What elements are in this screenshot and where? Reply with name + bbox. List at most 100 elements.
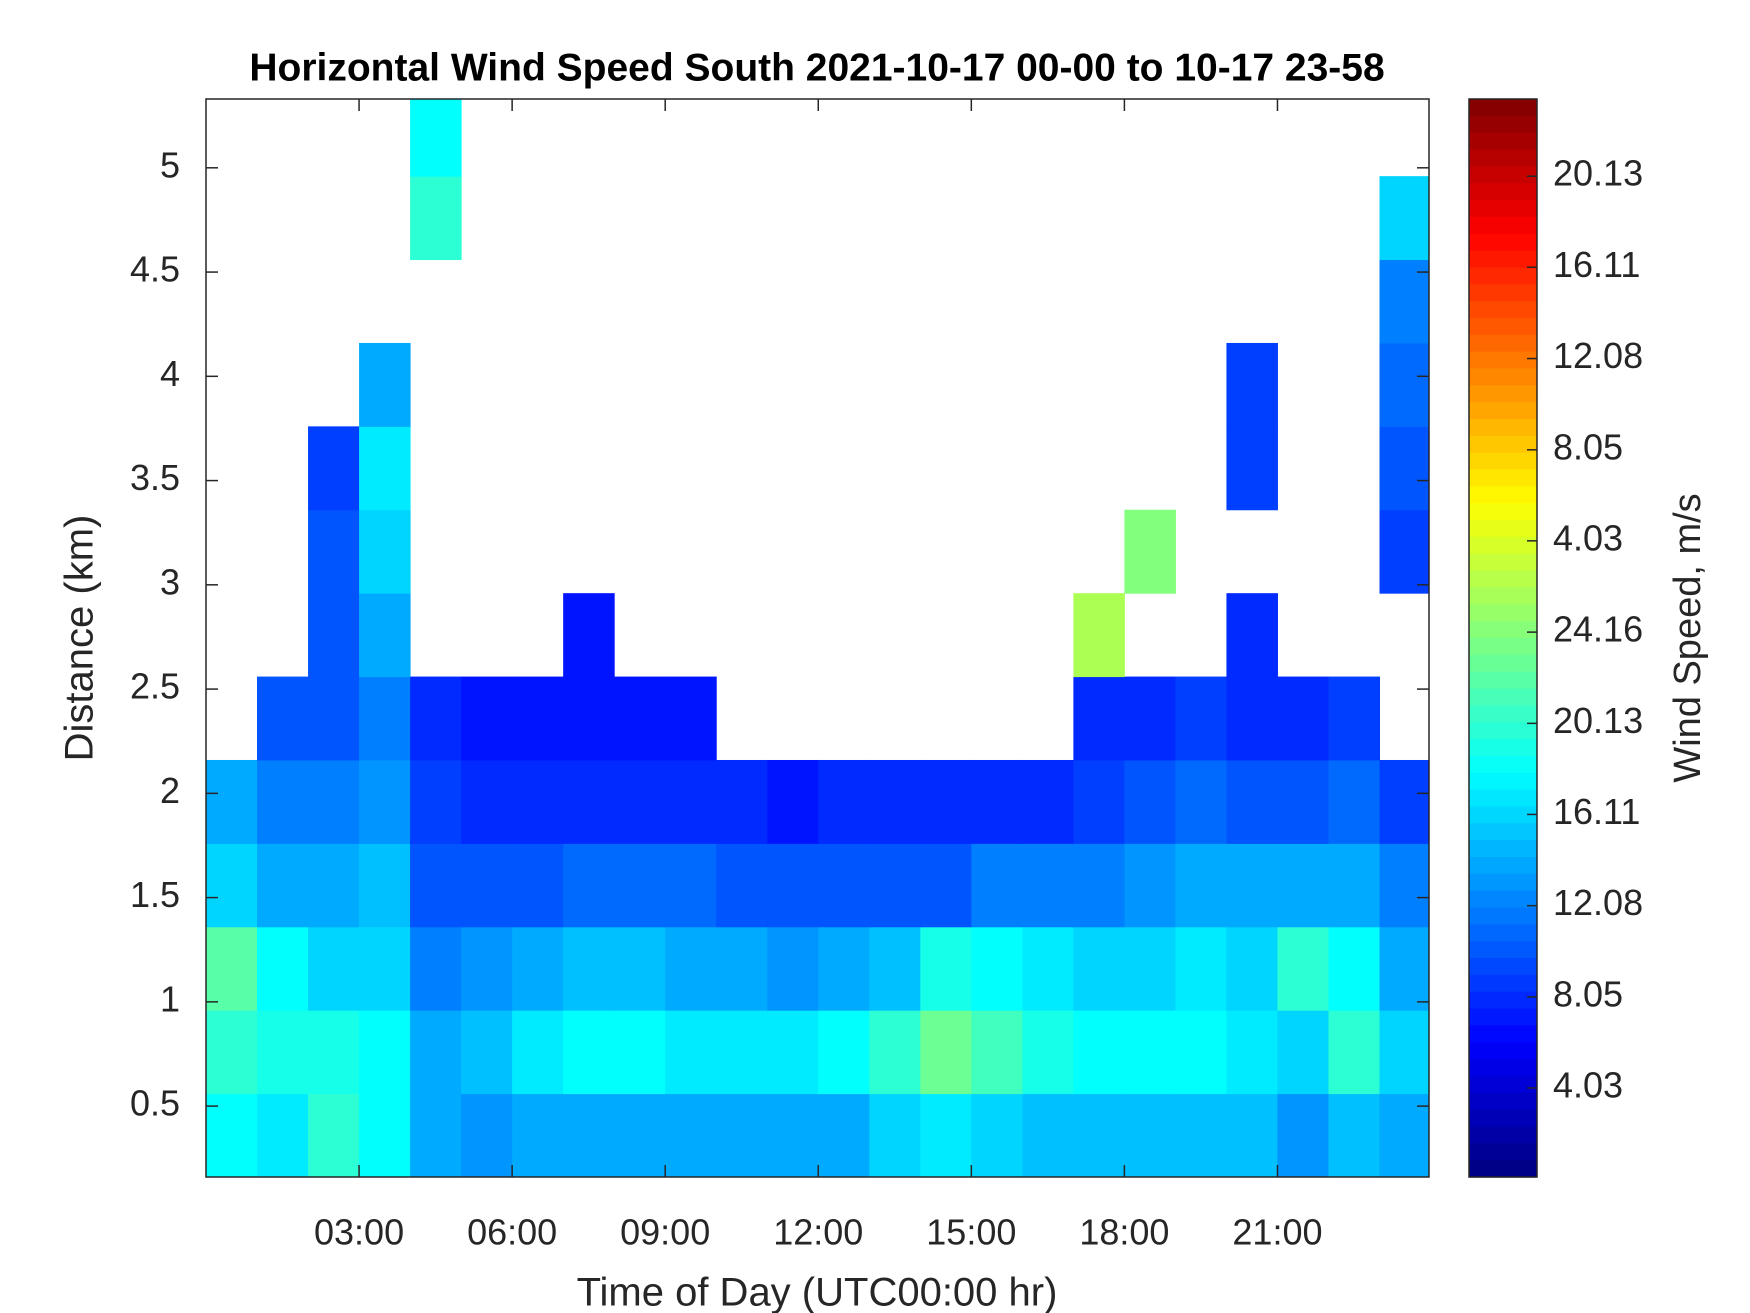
heat-cell xyxy=(869,759,921,844)
colorbar-segment xyxy=(1469,1008,1537,1027)
colorbar-segment xyxy=(1469,806,1537,824)
colorbar-frame xyxy=(1468,98,1538,1178)
heat-cell xyxy=(1379,759,1429,844)
heat-cell xyxy=(512,1093,564,1177)
heat-cell xyxy=(818,843,870,928)
heat-cell xyxy=(410,926,462,1011)
heat-cell xyxy=(308,1093,360,1177)
heat-cell xyxy=(257,1093,309,1177)
heat-cell xyxy=(1124,843,1176,928)
plot-frame xyxy=(205,98,1430,1178)
heat-cell xyxy=(1226,676,1278,761)
heat-cell xyxy=(359,509,411,594)
colorbar-segment xyxy=(1469,536,1537,555)
heat-cell xyxy=(1226,843,1278,928)
colorbar-segment xyxy=(1469,890,1537,909)
colorbar-segment xyxy=(1469,1160,1537,1178)
heat-cell xyxy=(410,676,462,761)
heat-cell xyxy=(920,1093,972,1177)
heat-cell xyxy=(206,759,258,844)
y-tick-label: 3.5 xyxy=(130,457,180,498)
heat-cell xyxy=(1226,759,1278,844)
heat-cell xyxy=(1379,843,1429,928)
heat-cell xyxy=(308,759,360,844)
heat-cell xyxy=(767,1093,819,1177)
colorbar-segment xyxy=(1469,402,1537,420)
colorbar-segment xyxy=(1469,351,1537,370)
y-tick-label: 3 xyxy=(160,561,180,602)
heat-cell xyxy=(818,926,870,1011)
heat-cell xyxy=(1328,926,1381,1011)
colorbar-tick-label: 24.16 xyxy=(1553,609,1643,650)
heat-cell xyxy=(665,759,717,844)
heat-cell xyxy=(1073,1010,1125,1095)
colorbar-segment xyxy=(1469,772,1537,791)
colorbar-segment xyxy=(1469,688,1537,706)
heat-cell xyxy=(461,843,513,928)
heat-cell xyxy=(410,99,462,177)
heat-cell xyxy=(1379,1010,1429,1095)
colorbar-label: Wind Speed, m/s xyxy=(1667,493,1709,782)
heat-cell xyxy=(512,759,564,844)
heat-cell xyxy=(1124,926,1176,1011)
colorbar-segment xyxy=(1469,115,1537,134)
heat-cell xyxy=(767,759,819,844)
heat-cell xyxy=(257,1010,309,1095)
heat-cell xyxy=(461,1010,513,1095)
heat-cell xyxy=(563,759,615,844)
colorbar-segment xyxy=(1469,907,1537,925)
heat-cell xyxy=(971,843,1023,928)
y-tick-label: 2.5 xyxy=(130,666,180,707)
heat-cell xyxy=(512,676,564,761)
heat-cell xyxy=(359,843,411,928)
heat-cell xyxy=(1175,759,1227,844)
heat-cell xyxy=(359,1010,411,1095)
heat-cell xyxy=(920,1010,972,1095)
heat-cell xyxy=(1073,1093,1125,1177)
heat-cell xyxy=(614,843,666,928)
heat-cell xyxy=(818,1093,870,1177)
heat-cell xyxy=(1226,1093,1278,1177)
colorbar-segment xyxy=(1469,924,1537,942)
colorbar-segment xyxy=(1469,974,1537,993)
y-tick-label: 4.5 xyxy=(130,249,180,290)
heat-cell xyxy=(971,1093,1023,1177)
colorbar-segment xyxy=(1469,1126,1537,1144)
x-tick-label: 06:00 xyxy=(467,1212,557,1253)
heat-cell xyxy=(308,1010,360,1095)
heat-cell xyxy=(1277,676,1329,761)
y-tick-label: 1.5 xyxy=(130,874,180,915)
colorbar-segment xyxy=(1469,469,1537,488)
heat-cell xyxy=(1073,676,1125,761)
x-tick-label: 09:00 xyxy=(620,1212,710,1253)
colorbar-segment xyxy=(1469,334,1537,353)
heat-cell xyxy=(869,843,921,928)
heat-cell xyxy=(1379,426,1429,511)
y-tick-label: 0.5 xyxy=(130,1083,180,1124)
heat-cell xyxy=(614,1010,666,1095)
colorbar-segment xyxy=(1469,317,1537,336)
heat-cell xyxy=(410,843,462,928)
heat-cell xyxy=(1073,843,1125,928)
colorbar-segment xyxy=(1469,1092,1537,1111)
colorbar-tick-label: 4.03 xyxy=(1553,1065,1623,1106)
heat-cell xyxy=(308,509,360,594)
colorbar-segment xyxy=(1469,570,1537,589)
heat-cell xyxy=(359,926,411,1011)
heat-cell xyxy=(512,926,564,1011)
heat-cell xyxy=(665,1093,717,1177)
heatmap-cells xyxy=(206,99,1429,1177)
heat-cell xyxy=(410,759,462,844)
colorbar-segment xyxy=(1469,452,1537,471)
colorbar-segment xyxy=(1469,739,1537,757)
heat-cell xyxy=(1226,1010,1278,1095)
heat-cell xyxy=(1277,759,1329,844)
heat-cell xyxy=(1379,509,1429,594)
colorbar-segment xyxy=(1469,284,1537,302)
heat-cell xyxy=(563,593,615,678)
heat-cell xyxy=(359,1093,411,1177)
heat-cell xyxy=(1379,342,1429,427)
heat-cell xyxy=(1022,759,1074,844)
heat-cell xyxy=(920,759,972,844)
colorbar-segment xyxy=(1469,301,1537,319)
